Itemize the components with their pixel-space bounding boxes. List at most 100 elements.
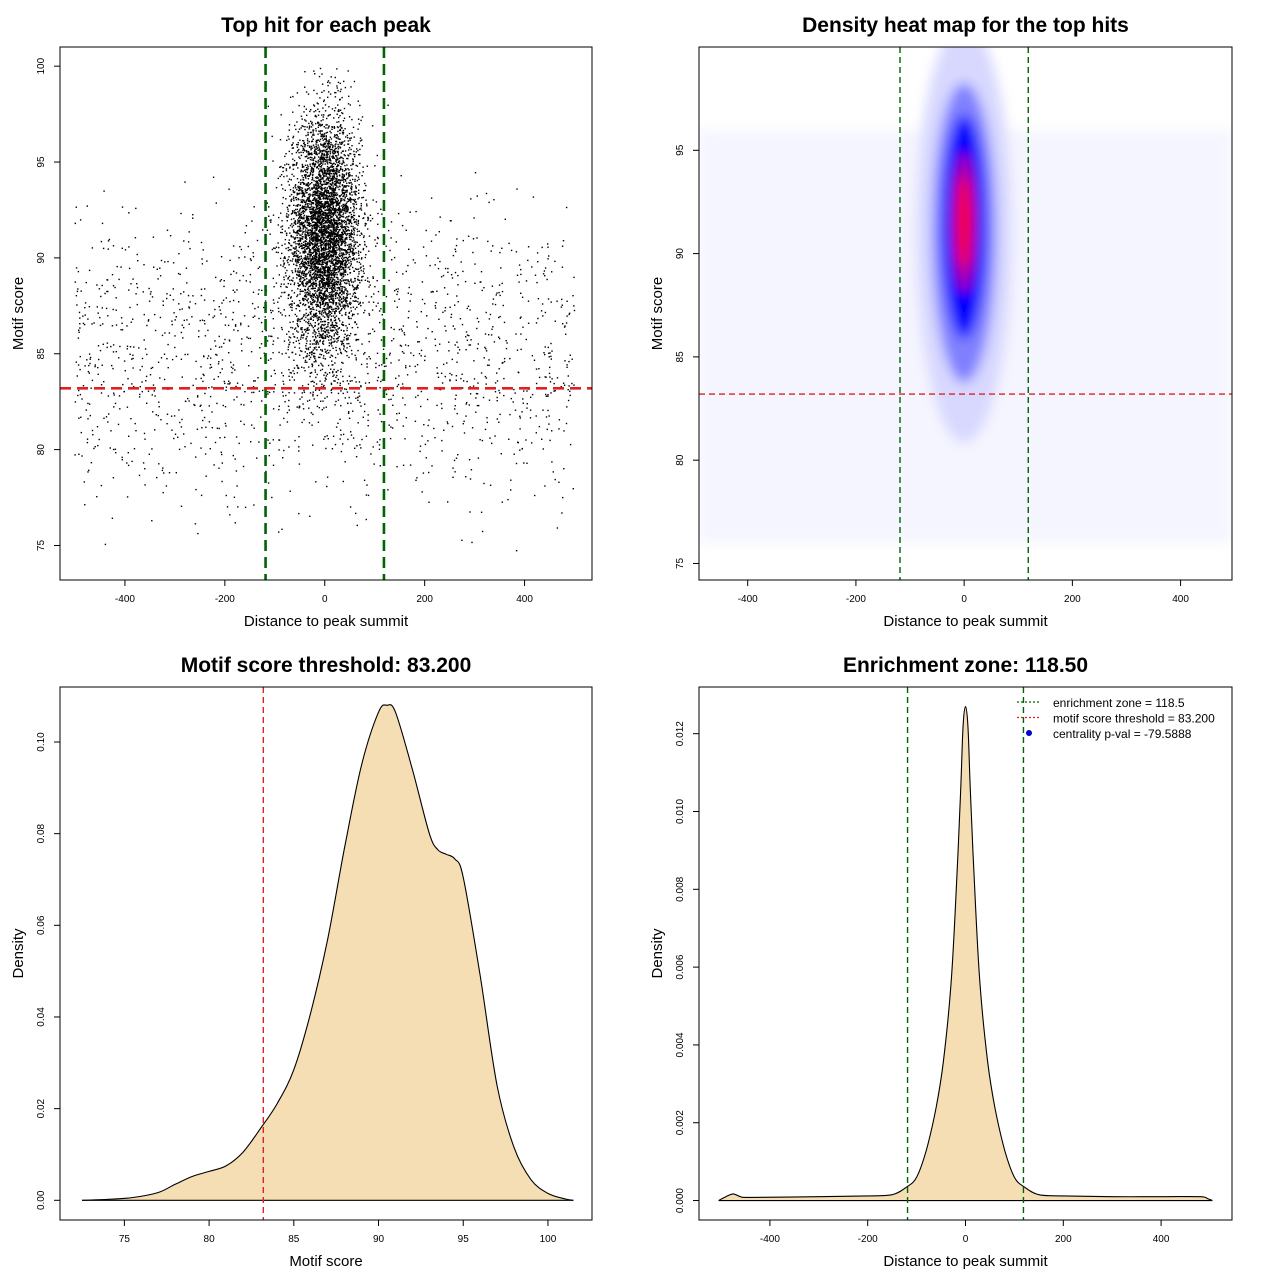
- scatter-point: [320, 143, 322, 145]
- scatter-point: [313, 146, 315, 148]
- scatter-point: [352, 159, 354, 161]
- scatter-point: [314, 192, 316, 195]
- scatter-point: [339, 209, 341, 211]
- scatter-point: [347, 168, 349, 170]
- scatter-point: [318, 174, 320, 176]
- scatter-point: [350, 207, 352, 209]
- scatter-point: [318, 301, 321, 304]
- scatter-point: [307, 133, 309, 136]
- scatter-point: [312, 194, 314, 196]
- scatter-point: [319, 165, 321, 168]
- scatter-point: [324, 158, 326, 161]
- scatter-point: [300, 187, 302, 189]
- scatter-point: [300, 327, 302, 329]
- scatter-point: [319, 304, 322, 307]
- scatter-point: [281, 291, 283, 294]
- scatter-point: [317, 187, 319, 189]
- scatter-point: [343, 170, 346, 172]
- scatter-point: [309, 158, 312, 161]
- scatter-point: [348, 222, 350, 224]
- scatter-point: [345, 296, 348, 299]
- scatter-point: [338, 217, 340, 219]
- scatter-point: [321, 214, 324, 216]
- scatter-point: [304, 71, 306, 73]
- scatter-point: [309, 156, 312, 158]
- scatter-point: [327, 285, 329, 287]
- scatter-point: [342, 220, 344, 222]
- scatter-point: [326, 230, 328, 232]
- scatter-point: [284, 272, 287, 274]
- scatter-point: [323, 217, 326, 219]
- scatter-point: [318, 291, 321, 294]
- scatter-point: [356, 241, 358, 244]
- scatter-point: [336, 180, 338, 183]
- scatter-point: [327, 313, 329, 315]
- scatter-point: [331, 128, 333, 130]
- scatter-point: [321, 184, 323, 186]
- scatter-point: [342, 305, 344, 308]
- scatter-point: [334, 226, 336, 228]
- scatter-point: [341, 224, 343, 227]
- scatter-point: [280, 174, 283, 176]
- scatter-point: [296, 274, 298, 276]
- scatter-point: [334, 201, 336, 204]
- scatter-point: [297, 211, 299, 213]
- scatter-point: [342, 275, 345, 277]
- scatter-point: [325, 251, 327, 253]
- scatter-point: [297, 221, 299, 223]
- scatter-point: [326, 181, 328, 184]
- scatter-point: [328, 234, 331, 236]
- scatter-point: [297, 131, 300, 133]
- scatter-point: [315, 284, 318, 286]
- scatter-point: [319, 231, 322, 234]
- scatter-point: [318, 284, 320, 286]
- scatter-point: [321, 144, 323, 146]
- scatter-point: [301, 260, 304, 263]
- scatter-point: [305, 275, 307, 277]
- scatter-point: [344, 206, 346, 209]
- scatter-point: [293, 159, 296, 162]
- scatter-point: [344, 212, 347, 214]
- scatter-point: [341, 343, 343, 346]
- scatter-point: [358, 197, 360, 199]
- scatter-point: [355, 194, 357, 196]
- scatter-point: [313, 70, 315, 72]
- scatter-point: [348, 215, 350, 217]
- scatter-point: [299, 266, 301, 268]
- scatter-point: [306, 267, 309, 269]
- scatter-point: [326, 227, 329, 229]
- scatter-point: [310, 153, 312, 156]
- scatter-point: [317, 299, 319, 302]
- scatter-point: [309, 356, 312, 359]
- scatter-point: [299, 230, 301, 232]
- scatter-point: [302, 264, 304, 266]
- scatter-point: [288, 124, 291, 126]
- scatter-point: [340, 285, 342, 288]
- scatter-point: [333, 301, 335, 303]
- scatter-point: [337, 104, 339, 106]
- scatter-point: [339, 162, 341, 165]
- scatter-point: [300, 201, 302, 203]
- scatter-point: [307, 318, 309, 320]
- scatter-point: [297, 270, 299, 272]
- scatter-point: [344, 282, 346, 284]
- scatter-point: [316, 217, 318, 220]
- scatter-point: [338, 157, 341, 159]
- scatter-point: [381, 213, 383, 215]
- scatter-point: [306, 114, 308, 116]
- scatter-point: [308, 250, 311, 252]
- scatter-point: [337, 110, 339, 112]
- scatter-point: [299, 216, 301, 218]
- scatter-point: [324, 336, 327, 338]
- scatter-point: [334, 96, 337, 98]
- scatter-point: [309, 275, 311, 277]
- scatter-point: [303, 329, 306, 331]
- scatter-point: [306, 151, 308, 153]
- scatter-point: [313, 187, 316, 189]
- scatter-point: [325, 173, 328, 176]
- scatter-point: [349, 233, 351, 235]
- scatter-point: [322, 333, 324, 335]
- scatter-point: [320, 392, 322, 394]
- scatter-point: [347, 256, 350, 259]
- scatter-point: [308, 146, 311, 148]
